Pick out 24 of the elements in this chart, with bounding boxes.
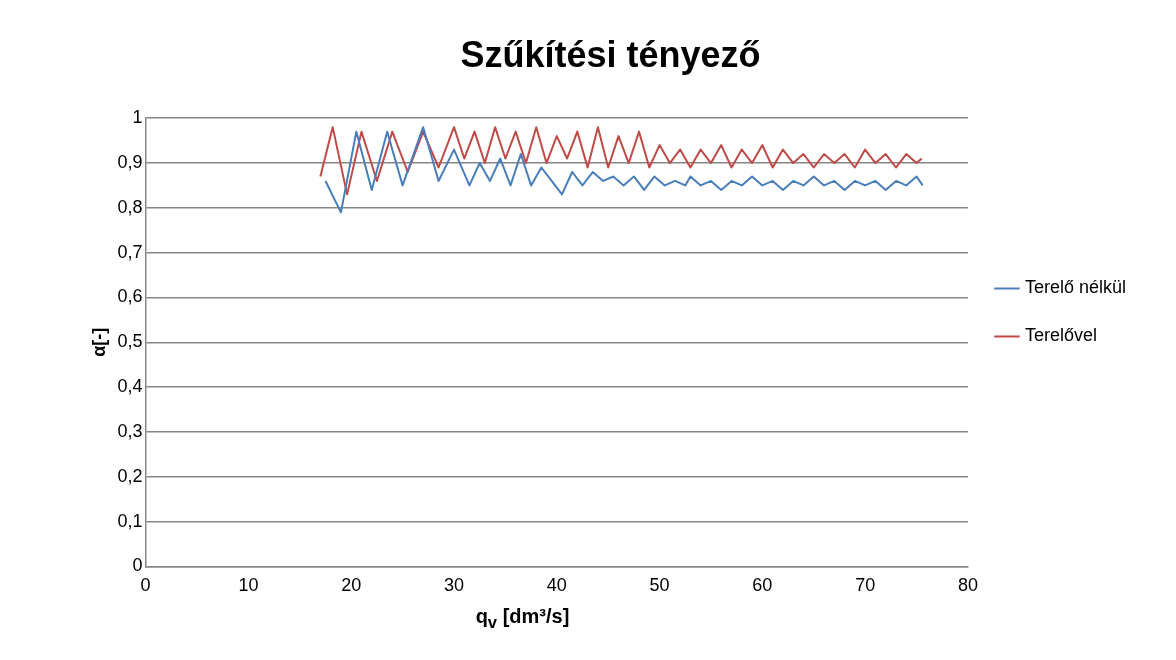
x-tick-label: 60 <box>752 575 773 596</box>
x-axis-title: q$_{v}$ [dm³/s] <box>474 605 571 633</box>
x-tick-label: 40 <box>546 575 567 596</box>
y-tick-label: 0,7 <box>117 241 143 262</box>
y-tick-label: 0,2 <box>117 465 143 486</box>
x-tick-label: 20 <box>341 575 362 596</box>
y-tick-label: 0,6 <box>117 286 143 307</box>
y-tick-label: 0,9 <box>117 151 143 172</box>
legend-label: Terelő nélkül <box>1024 277 1127 298</box>
y-tick-label: 0,5 <box>117 331 143 352</box>
y-axis-title: α[-] <box>88 327 109 357</box>
y-tick-label: 1 <box>132 107 143 128</box>
x-tick-label: 30 <box>443 575 465 596</box>
x-tick-label: 10 <box>238 575 259 596</box>
chart-title: Szűkítési tényező <box>460 33 761 75</box>
y-tick-label: 0,4 <box>117 376 143 397</box>
x-tick-label: 70 <box>855 575 876 596</box>
y-tick-label: 0,1 <box>117 510 143 531</box>
y-tick-label: 0,3 <box>117 420 143 441</box>
legend-label: Terelővel <box>1024 325 1097 346</box>
y-tick-label: 0,8 <box>117 196 143 217</box>
x-tick-label: 50 <box>649 575 670 596</box>
x-tick-label: 80 <box>957 575 978 596</box>
y-tick-label: 0 <box>132 555 143 576</box>
